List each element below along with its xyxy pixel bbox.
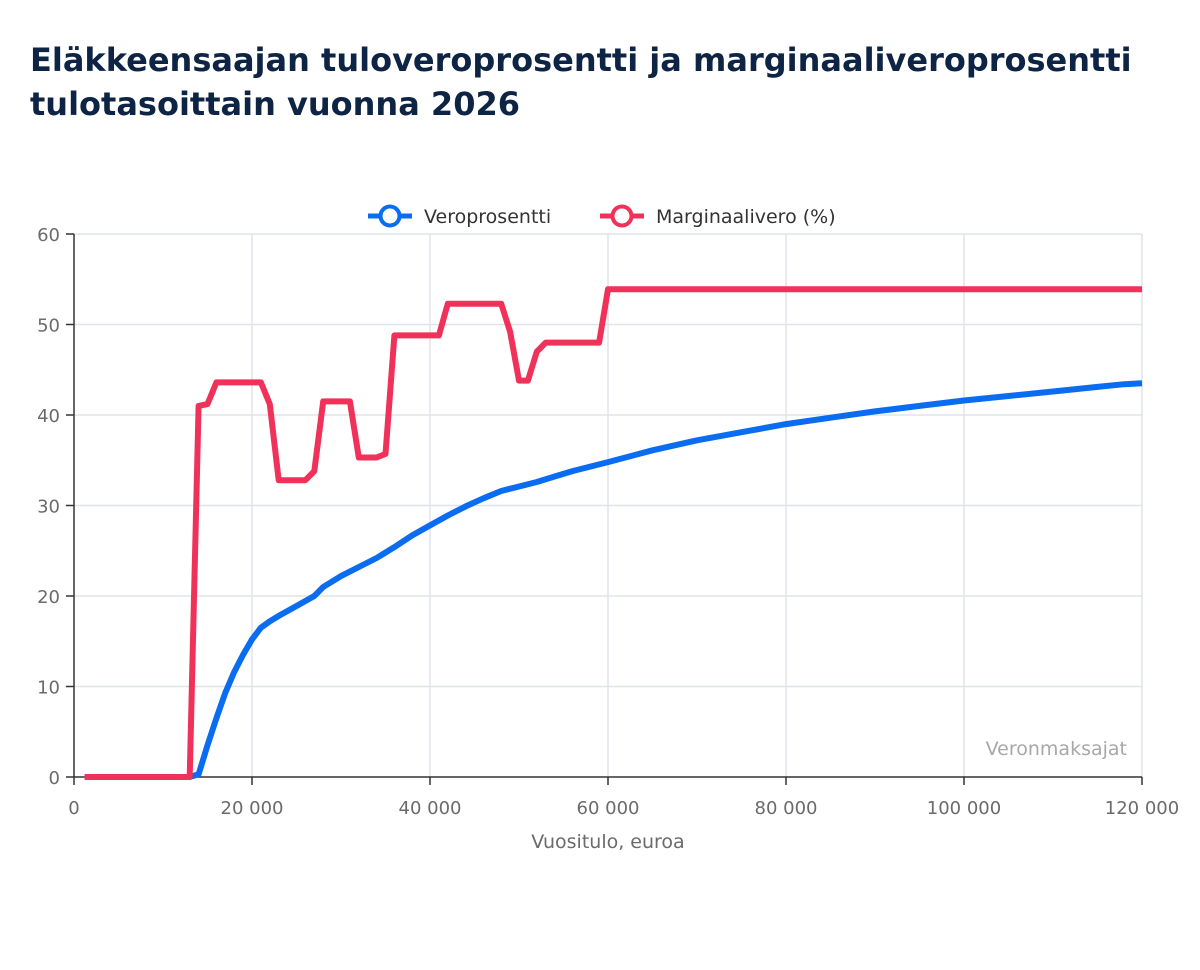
x-tick-label: 0 — [68, 798, 79, 819]
x-tick-label: 100 000 — [927, 798, 1001, 819]
legend-item-veroprosentti[interactable]: Veroprosentti — [368, 204, 551, 228]
x-tick-label: 20 000 — [221, 798, 284, 819]
legend-marker — [610, 204, 634, 228]
marginaalivero-line — [84, 286, 1142, 780]
legend-item-marginaalivero[interactable]: Marginaalivero (%) — [600, 204, 836, 228]
y-tick-label: 30 — [37, 497, 60, 518]
y-tick-label: 40 — [37, 406, 60, 427]
y-axis: 0 10 20 30 40 50 60 — [37, 225, 75, 789]
chart-title-line-2: tulotasoittain vuonna 2026 — [30, 85, 520, 123]
credit-text: Veronmaksajat — [986, 738, 1127, 760]
legend-label: Marginaalivero (%) — [656, 206, 836, 228]
x-tick-label: 40 000 — [399, 798, 462, 819]
y-tick-label: 60 — [37, 225, 60, 246]
grid — [74, 233, 1143, 777]
y-tick-label: 0 — [49, 768, 60, 789]
y-tick-label: 10 — [37, 678, 60, 699]
legend: Veroprosentti Marginaalivero (%) — [368, 204, 836, 228]
y-tick-label: 20 — [37, 587, 60, 608]
chart-title: Eläkkeensaajan tuloveroprosentti ja marg… — [30, 38, 1170, 126]
legend-marker — [378, 204, 402, 228]
chart-title-line-1: Eläkkeensaajan tuloveroprosentti ja marg… — [30, 41, 1132, 79]
x-tick-label: 120 000 — [1105, 798, 1179, 819]
x-tick-label: 60 000 — [577, 798, 640, 819]
y-tick-label: 50 — [37, 316, 60, 337]
series-lines — [84, 286, 1143, 780]
x-tick-label: 80 000 — [755, 798, 818, 819]
x-axis-label: Vuositulo, euroa — [531, 831, 684, 853]
veroprosentti-line — [84, 380, 1143, 780]
legend-label: Veroprosentti — [424, 206, 551, 228]
x-axis: 0 20 000 40 000 60 000 80 000 100 000 120 000 — [68, 776, 1179, 819]
